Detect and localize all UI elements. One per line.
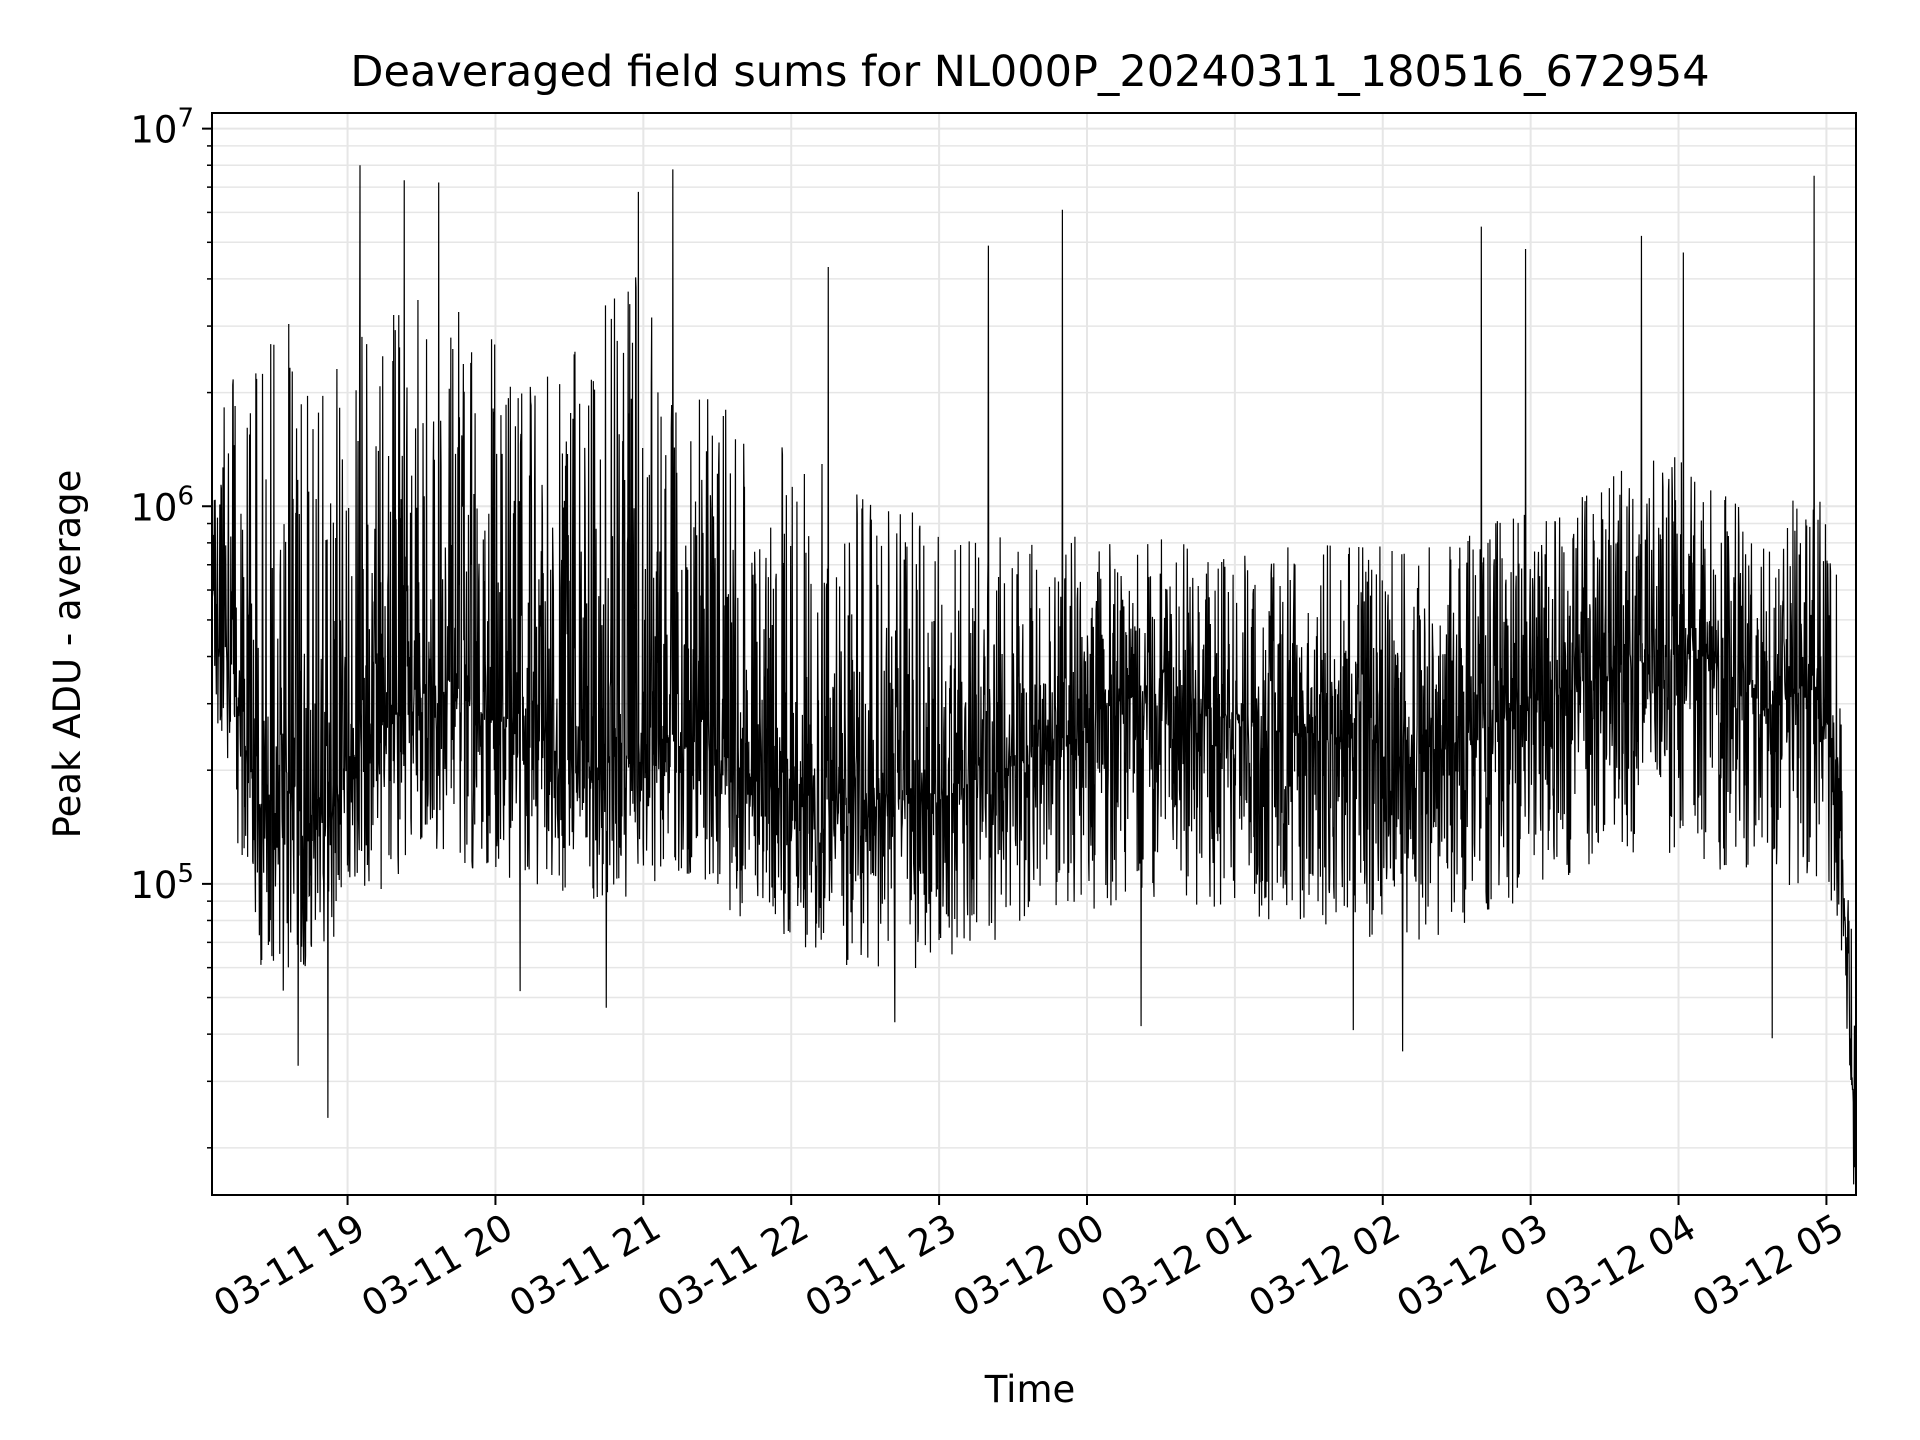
y-tick-label: 105 xyxy=(130,859,194,907)
series-line xyxy=(211,165,1857,1185)
chart-title: Deaveraged field sums for NL000P_2024031… xyxy=(350,47,1709,97)
x-axis-label: Time xyxy=(984,1368,1076,1411)
y-axis-label: Peak ADU - average xyxy=(46,470,89,839)
y-tick-label: 107 xyxy=(130,104,194,152)
plot-area-frame xyxy=(211,112,1857,1196)
y-tick-label: 106 xyxy=(130,481,194,529)
data-layer xyxy=(211,165,1857,1185)
